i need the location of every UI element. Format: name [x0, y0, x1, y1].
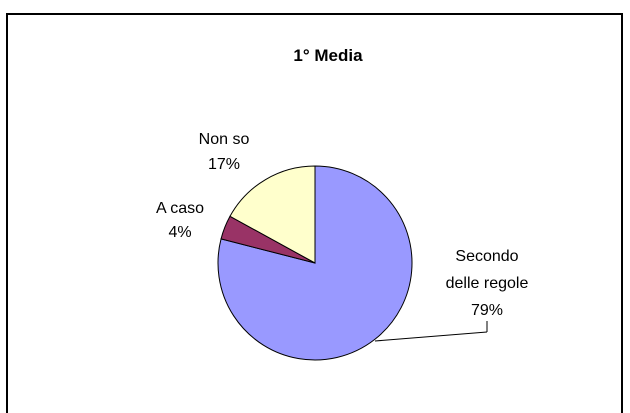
- label-secondo-line2: delle regole: [446, 275, 529, 292]
- leader-line-secondo: [374, 331, 488, 342]
- label-a-caso-percent: 4%: [168, 224, 191, 241]
- label-non-so: Non so: [199, 131, 250, 148]
- pie-slices: [217, 165, 413, 361]
- label-non-so-percent: 17%: [208, 156, 240, 173]
- pie-chart: 1° Media Non so 17% A caso 4% Secondo de…: [156, 46, 529, 361]
- pie-slice-secondo-delle-regole: [217, 165, 413, 361]
- chart-title: 1° Media: [293, 46, 363, 65]
- pie-slice-non-so: [229, 165, 316, 264]
- label-secondo-percent: 79%: [471, 302, 503, 319]
- label-a-caso: A caso: [156, 200, 204, 217]
- label-secondo-line1: Secondo: [455, 248, 518, 265]
